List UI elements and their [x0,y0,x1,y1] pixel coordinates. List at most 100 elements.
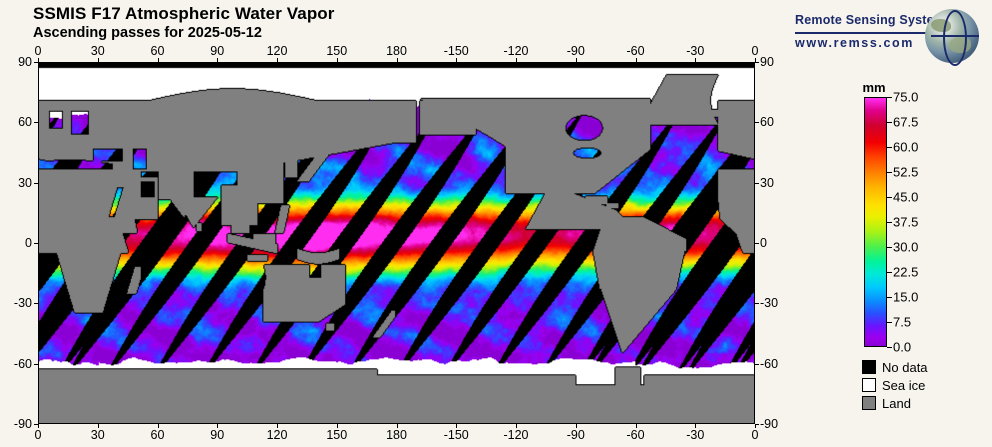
map-legend: No data Sea ice Land [862,358,928,412]
x-axis-tick-label: 90 [210,428,225,442]
x-axis-tick [635,424,637,428]
x-axis-tick [217,424,219,428]
y-axis-tick [755,424,759,425]
x-axis-tick [755,58,756,62]
page-title: SSMIS F17 Atmospheric Water Vapor [33,4,335,23]
y-axis-tick [755,62,759,63]
x-axis-tick-label: 180 [386,428,407,442]
x-axis-tick-label: 150 [326,428,348,442]
colorbar-tick [887,147,892,148]
x-axis-tick-label: -30 [686,428,705,442]
colorbar-tick-label: 0.0 [893,339,912,355]
x-axis-tick-label: 30 [90,44,105,58]
y-axis-tick [755,363,759,365]
x-axis-tick [695,424,697,428]
colorbar-tick [887,347,892,348]
y-axis-tick-label: -60 [760,356,779,371]
y-axis-tick-label: 0 [25,236,32,250]
colorbar-tick-label: 15.0 [893,289,919,305]
y-axis-tick [34,424,38,425]
y-axis-tick [34,182,38,184]
x-axis-tick [217,58,219,62]
x-axis-tick-label: 120 [266,428,288,442]
x-axis-tick-label: 120 [266,44,288,58]
map-plot-area[interactable] [38,62,755,424]
legend-swatch [862,396,876,410]
y-axis-tick [34,363,38,365]
globe-meridian-icon [943,10,967,66]
y-axis-tick-label: 90 [760,55,774,69]
legend-label: Land [882,395,911,411]
x-axis-tick-label: -150 [443,428,469,442]
map-raster [39,63,754,423]
colorbar-tick [887,247,892,248]
legend-item: Sea ice [862,376,928,394]
legend-label: Sea ice [882,377,926,393]
x-axis-tick-label: 90 [210,44,225,58]
colorbar-tick-label: 37.5 [893,214,919,230]
x-axis-tick [575,424,577,428]
y-axis-tick-label: 60 [760,115,774,130]
legend-swatch [862,360,876,374]
x-axis-tick-label: -150 [443,44,469,58]
y-axis-tick [755,122,759,124]
x-axis-tick-label: 30 [90,428,105,442]
logo-divider [795,32,943,34]
y-axis-tick [34,122,38,124]
colorbar-unit-label: mm [862,80,886,95]
x-axis-tick-label: -90 [566,44,585,58]
x-axis-tick [755,424,756,428]
x-axis-tick [575,58,577,62]
page-subtitle: Ascending passes for 2025-05-12 [33,25,262,41]
colorbar-tick-label: 30.0 [893,239,919,255]
y-axis-tick-label: -90 [13,417,32,431]
x-axis-tick [336,58,338,62]
colorbar-tick-label: 60.0 [893,139,919,155]
colorbar-tick-label: 75.0 [893,89,919,105]
x-axis-tick [336,424,338,428]
y-axis-tick-label: -60 [13,356,32,371]
y-axis-tick-label: 0 [760,236,767,250]
y-axis-tick [755,243,759,244]
water-vapor-raster [39,63,754,423]
y-axis-tick [34,62,38,63]
x-axis-tick-label: -30 [686,44,705,58]
y-axis-tick [34,243,38,244]
x-axis-tick-label: 0 [34,44,42,58]
colorbar-tick [887,197,892,198]
legend-label: No data [882,359,928,375]
x-axis-tick [516,58,517,62]
x-axis-tick-label: -60 [626,428,645,442]
colorbar-tick [887,122,892,123]
x-axis-tick-label: 180 [386,44,407,58]
logo-line-1: Remote Sensing Systems [795,13,953,27]
colorbar-tick-label: 52.5 [893,164,919,180]
x-axis-tick [38,424,39,428]
x-axis-tick [277,424,278,428]
remss-logo[interactable]: Remote Sensing Systems www.remss.com [793,8,985,66]
x-axis-tick [38,58,39,62]
x-axis-tick [97,424,99,428]
x-axis-tick-label: 60 [150,428,165,442]
x-axis-tick [97,58,99,62]
x-axis-tick-label: 60 [150,44,165,58]
x-axis-tick [157,424,159,428]
x-axis-tick-label: -120 [503,44,529,58]
x-axis-tick-label: -60 [626,44,645,58]
logo-line-2: www.remss.com [795,36,914,50]
x-axis-tick [695,58,697,62]
x-axis-tick [456,424,458,428]
colorbar-tick [887,97,892,98]
colorbar-tick [887,322,892,323]
x-axis-tick-label: -120 [503,428,529,442]
x-axis-tick [456,58,458,62]
colorbar-tick-label: 45.0 [893,189,919,205]
x-axis-tick-label: -90 [566,428,585,442]
x-axis-tick-label: 0 [34,428,42,442]
colorbar-tick [887,172,892,173]
colorbar-tick-label: 7.5 [893,314,912,330]
y-axis-tick-label: -30 [760,296,779,311]
colorbar-tick-label: 67.5 [893,114,919,130]
colorbar-tick [887,272,892,273]
